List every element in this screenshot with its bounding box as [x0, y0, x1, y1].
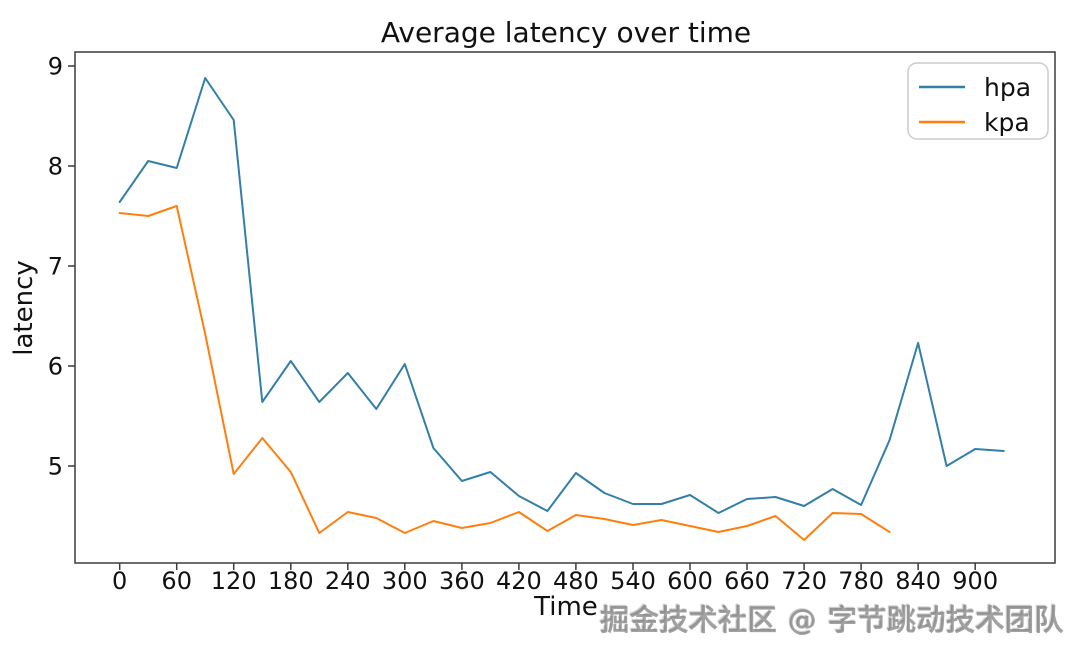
legend-box [907, 62, 1049, 140]
x-tick-label: 420 [496, 567, 542, 595]
y-tick-label: 8 [48, 153, 63, 181]
x-tick-label: 180 [268, 567, 314, 595]
chart-title: Average latency over time [381, 16, 751, 49]
legend-label-hpa: hpa [984, 73, 1031, 102]
y-axis-label: latency [9, 260, 39, 356]
y-tick-label: 6 [48, 353, 63, 381]
hpa-line [118, 77, 1005, 514]
y-tick-label: 9 [48, 53, 63, 81]
x-tick-label: 0 [112, 567, 127, 595]
x-tick-label: 900 [952, 567, 998, 595]
x-tick-label: 120 [211, 567, 257, 595]
plot-area: 0 60 120 180 240 300 360 420 480 540 600 660 720 780 8… [48, 51, 1056, 595]
watermark-text: 掘金技术社区 @ 字节跳动技术团队 [600, 603, 1064, 637]
x-tick-label: 720 [781, 567, 827, 595]
axes-frame [74, 51, 1056, 564]
y-tick-label: 5 [48, 453, 63, 481]
x-tick-label: 600 [667, 567, 713, 595]
kpa-line [118, 205, 891, 541]
x-tick-label: 300 [382, 567, 428, 595]
y-tick-label: 7 [48, 253, 63, 281]
x-tick-label: 840 [895, 567, 941, 595]
x-tick-label: 480 [553, 567, 599, 595]
legend-samples [919, 85, 965, 124]
x-tick-label: 660 [724, 567, 770, 595]
x-tick-label: 540 [610, 567, 656, 595]
legend: hpa kpa [907, 62, 1049, 140]
x-tick-label: 780 [838, 567, 884, 595]
legend-label-kpa: kpa [984, 108, 1030, 137]
x-axis-label: Time [533, 592, 598, 622]
x-tick-label: 240 [325, 567, 371, 595]
x-tick-label: 360 [439, 567, 485, 595]
x-tick-label: 60 [161, 567, 192, 595]
